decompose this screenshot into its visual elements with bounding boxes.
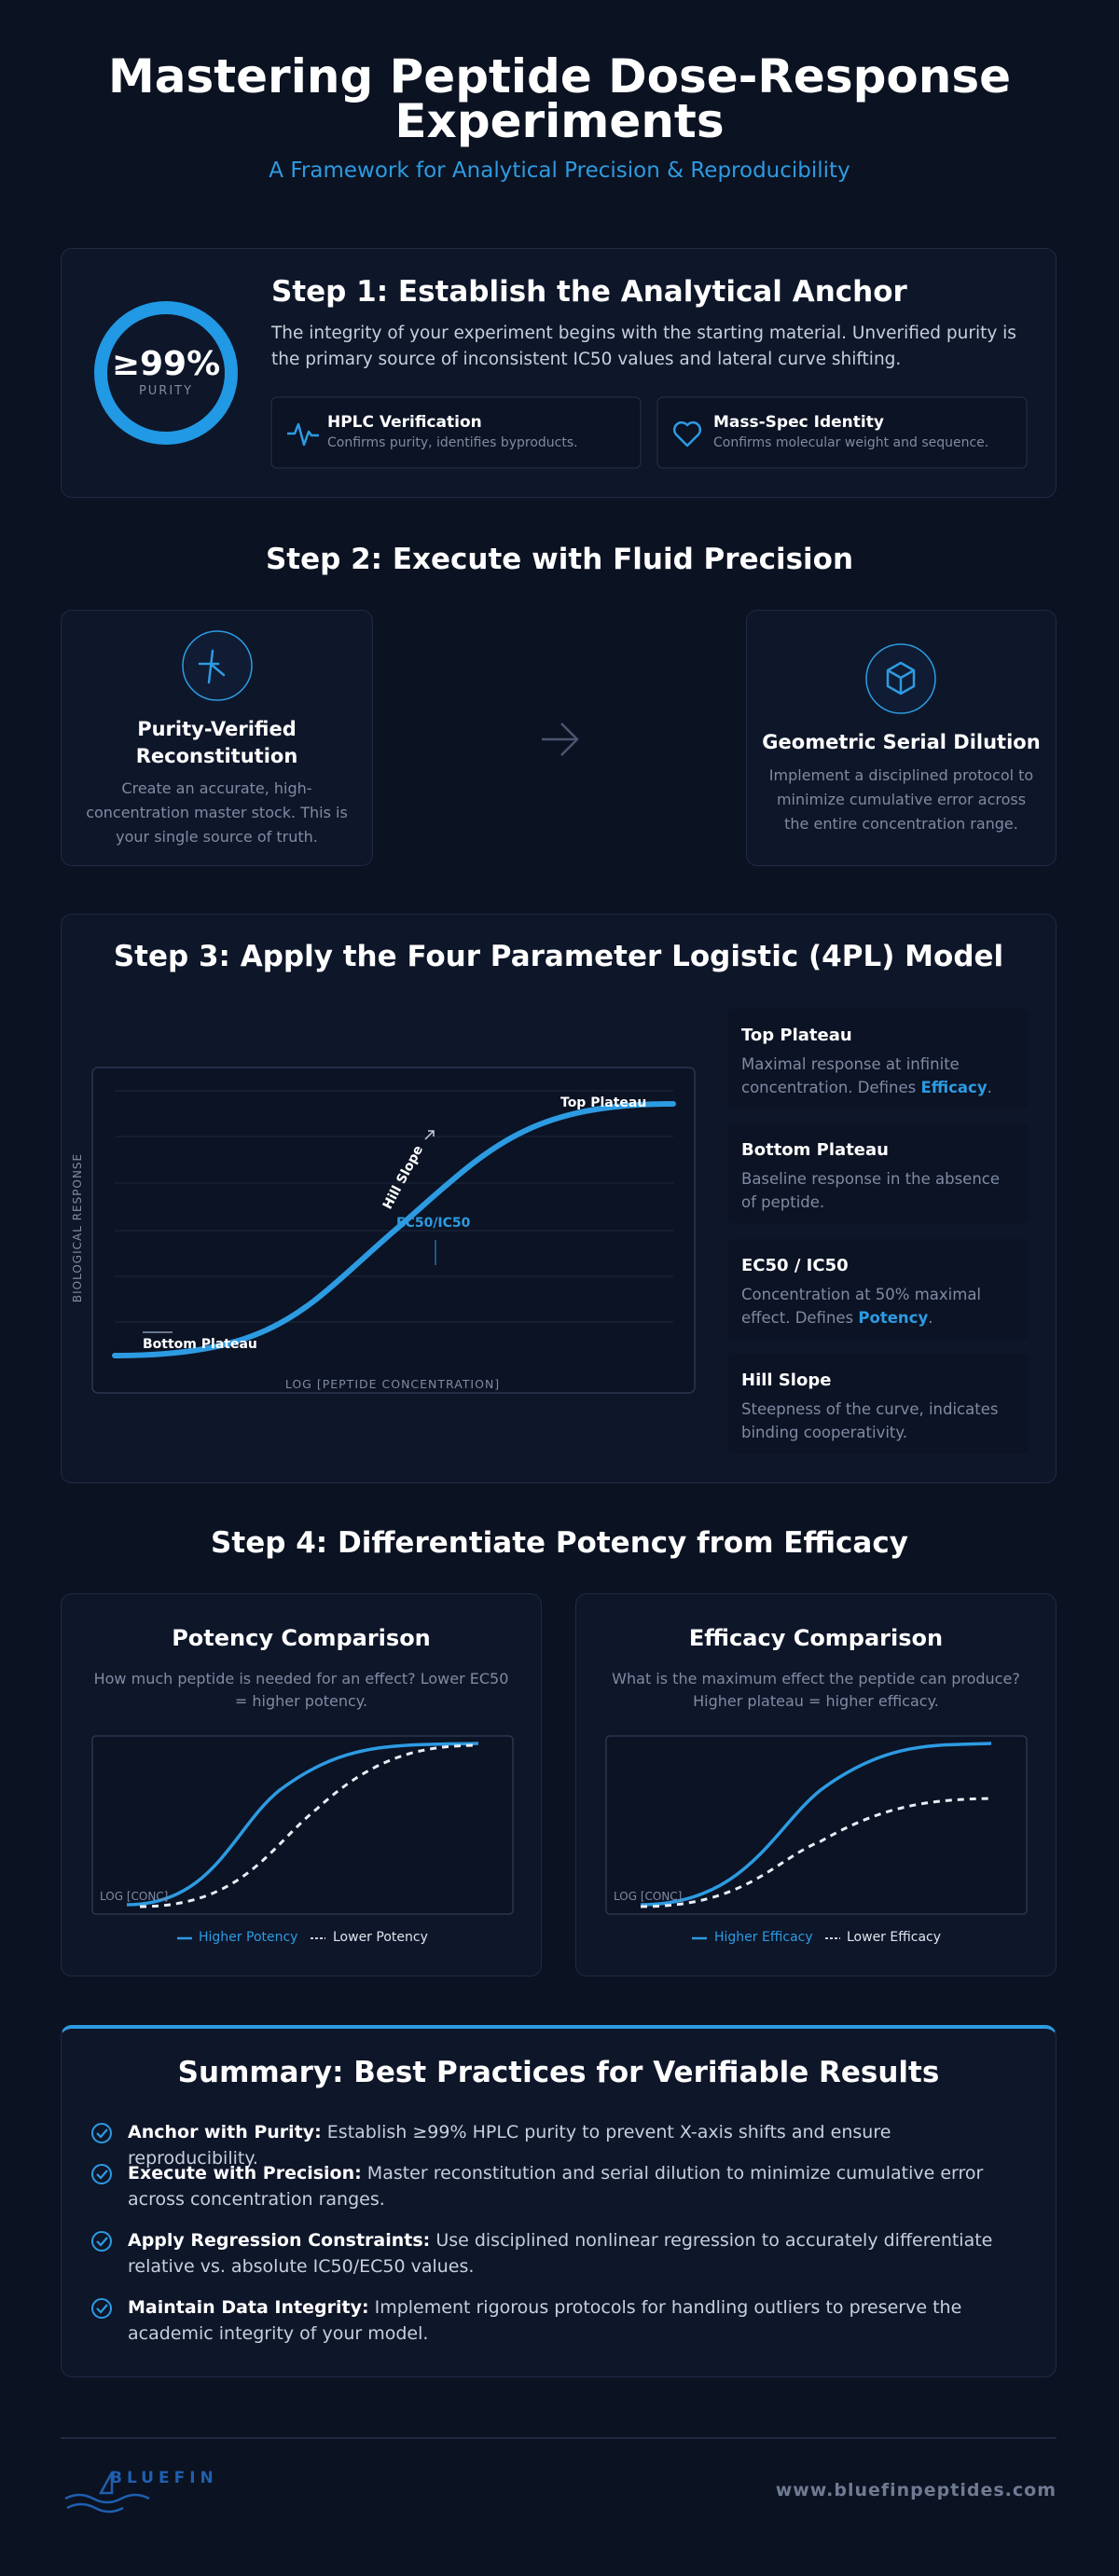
feature-text: Confirms purity, identifies byproducts. <box>327 435 578 450</box>
check-circle <box>91 2298 112 2319</box>
card-title: Geometric Serial Dilution <box>762 731 1041 753</box>
purity-ring <box>94 301 238 445</box>
text: . <box>928 1309 933 1327</box>
arrow <box>542 723 579 756</box>
page-title: Mastering Peptide Dose-Response Experime… <box>107 49 1012 148</box>
higher-potency-curve <box>126 1742 479 1907</box>
check-mark <box>96 2237 108 2247</box>
parameter-text: Steepness of the curve, indicates bindin… <box>741 1400 999 1441</box>
item-text: Establish ≥99% HPLC purity to prevent X-… <box>128 2122 891 2169</box>
legend-label: Higher Efficacy <box>714 1930 813 1945</box>
lower-potency-curve <box>139 1743 479 1908</box>
check-icon <box>91 2231 112 2252</box>
lower-efficacy-curve <box>640 1797 994 1908</box>
feature-card <box>270 396 642 469</box>
annotation: Bottom Plateau <box>143 1337 257 1352</box>
check-icon <box>91 2123 112 2143</box>
check-mark <box>96 2128 108 2139</box>
parameter-title: EC50 / IC50 <box>741 1256 849 1275</box>
highlight: Potency <box>858 1309 929 1327</box>
summary-item: Anchor with Purity: Establish ≥99% HPLC … <box>128 2119 1023 2171</box>
parameter-title: Bottom Plateau <box>741 1140 889 1160</box>
brand: BLUEFIN <box>110 2469 218 2487</box>
parameter-card: Hill Slope Steepness of the curve, indica… <box>728 1354 1029 1453</box>
axis-label: LOG [CONC] <box>100 1890 169 1903</box>
item-text: Implement rigorous protocols for handlin… <box>128 2297 962 2344</box>
step4-title: Step 4: Differentiate Potency from Effic… <box>211 1526 908 1560</box>
cube-icon <box>886 661 916 696</box>
parameter-text: Maximal response at infinite concentrati… <box>741 1053 1015 1099</box>
check-circle <box>91 2164 112 2184</box>
card-text: Implement a disciplined protocol to mini… <box>768 766 1034 833</box>
annotation: EC50/IC50 <box>396 1216 471 1231</box>
check-mark <box>96 2170 108 2180</box>
legend-label: Higher Potency <box>199 1930 298 1945</box>
page-subtitle: A Framework for Analytical Precision & R… <box>269 158 850 183</box>
chart-frame <box>605 1735 1028 1915</box>
text: . <box>987 1079 992 1096</box>
higher-efficacy-curve <box>640 1742 992 1907</box>
check-circle <box>91 2123 112 2143</box>
step1-body: The integrity of your experiment begins … <box>271 324 1016 369</box>
card-title: Potency Comparison <box>172 1625 431 1651</box>
check-mark <box>96 2304 108 2314</box>
item-text: Use disciplined nonlinear regression to … <box>128 2230 993 2277</box>
feature-title: Mass-Spec Identity <box>713 413 884 432</box>
icon-circle <box>182 630 253 701</box>
x-axis-label: LOG [PEPTIDE CONCENTRATION] <box>284 1377 501 1391</box>
item-label: Maintain Data Integrity: <box>128 2297 369 2318</box>
parameter-card: Bottom Plateau Baseline response in the a… <box>728 1123 1029 1223</box>
check-icon <box>91 2298 112 2319</box>
annotation: Top Plateau <box>560 1095 647 1110</box>
item-text: Master reconstitution and serial dilutio… <box>128 2163 984 2210</box>
legend-label: Lower Potency <box>333 1930 428 1945</box>
text: Concentration at 50% maximal effect. Def… <box>741 1286 982 1327</box>
sigmoid-curve <box>112 1101 676 1358</box>
step1-title: Step 1: Establish the Analytical Anchor <box>271 275 907 309</box>
logo-mark <box>64 2472 150 2514</box>
parameter-text: Baseline response in the absence of pept… <box>741 1170 1001 1211</box>
badge-value: ≥99% <box>111 345 221 383</box>
card-title: Purity-Verified Reconstitution <box>135 718 298 767</box>
feature-text: Confirms molecular weight and sequence. <box>713 435 989 450</box>
highlight: Efficacy <box>920 1079 988 1096</box>
axis-label: LOG [CONC] <box>614 1890 683 1903</box>
summary-item: Maintain Data Integrity: Implement rigor… <box>128 2294 1023 2347</box>
text: Maximal response at infinite concentrati… <box>741 1055 960 1096</box>
summary-item: Apply Regression Constraints: Use discip… <box>128 2227 1023 2280</box>
item-label: Apply Regression Constraints: <box>128 2230 431 2251</box>
check-circle <box>91 2231 112 2252</box>
badge-label: PURITY <box>138 384 194 398</box>
step2-title: Step 2: Execute with Fluid Precision <box>265 543 854 576</box>
item-label: Execute with Precision: <box>128 2163 362 2183</box>
footer-url: www.bluefinpeptides.com <box>775 2480 1057 2500</box>
check-icon <box>91 2164 112 2184</box>
feature-card <box>656 396 1028 469</box>
grid <box>115 1090 673 1323</box>
card-text: Create an accurate, high-concentration m… <box>86 779 348 846</box>
step3-title: Step 3: Apply the Four Parameter Logisti… <box>113 940 1004 973</box>
legend-label: Lower Efficacy <box>847 1930 942 1945</box>
heart-icon <box>672 420 702 448</box>
card-title: Efficacy Comparison <box>688 1625 944 1651</box>
parameter-card: EC50 / IC50 Concentration at 50% maximal … <box>728 1239 1029 1339</box>
pipette-icon <box>198 649 226 684</box>
chart-frame <box>91 1735 514 1915</box>
slope-arrow <box>424 1130 435 1140</box>
parameter-title: Top Plateau <box>741 1026 852 1045</box>
parameter-card: Top Plateau Maximal response at infinite … <box>728 1009 1029 1109</box>
card-text: How much peptide is needed for an effect… <box>93 1670 509 1710</box>
pulse-icon <box>287 422 319 447</box>
card-text: What is the maximum effect the peptide c… <box>612 1670 1020 1710</box>
summary-title: Summary: Best Practices for Verifiable R… <box>177 2056 940 2089</box>
parameter-text: Concentration at 50% maximal effect. Def… <box>741 1283 1015 1329</box>
item-label: Anchor with Purity: <box>128 2122 322 2142</box>
y-axis-label: BIOLOGICAL RESPONSE <box>71 1152 84 1303</box>
feature-title: HPLC Verification <box>327 413 482 432</box>
summary-item: Execute with Precision: Master reconstit… <box>128 2160 1023 2212</box>
parameter-title: Hill Slope <box>741 1371 832 1390</box>
